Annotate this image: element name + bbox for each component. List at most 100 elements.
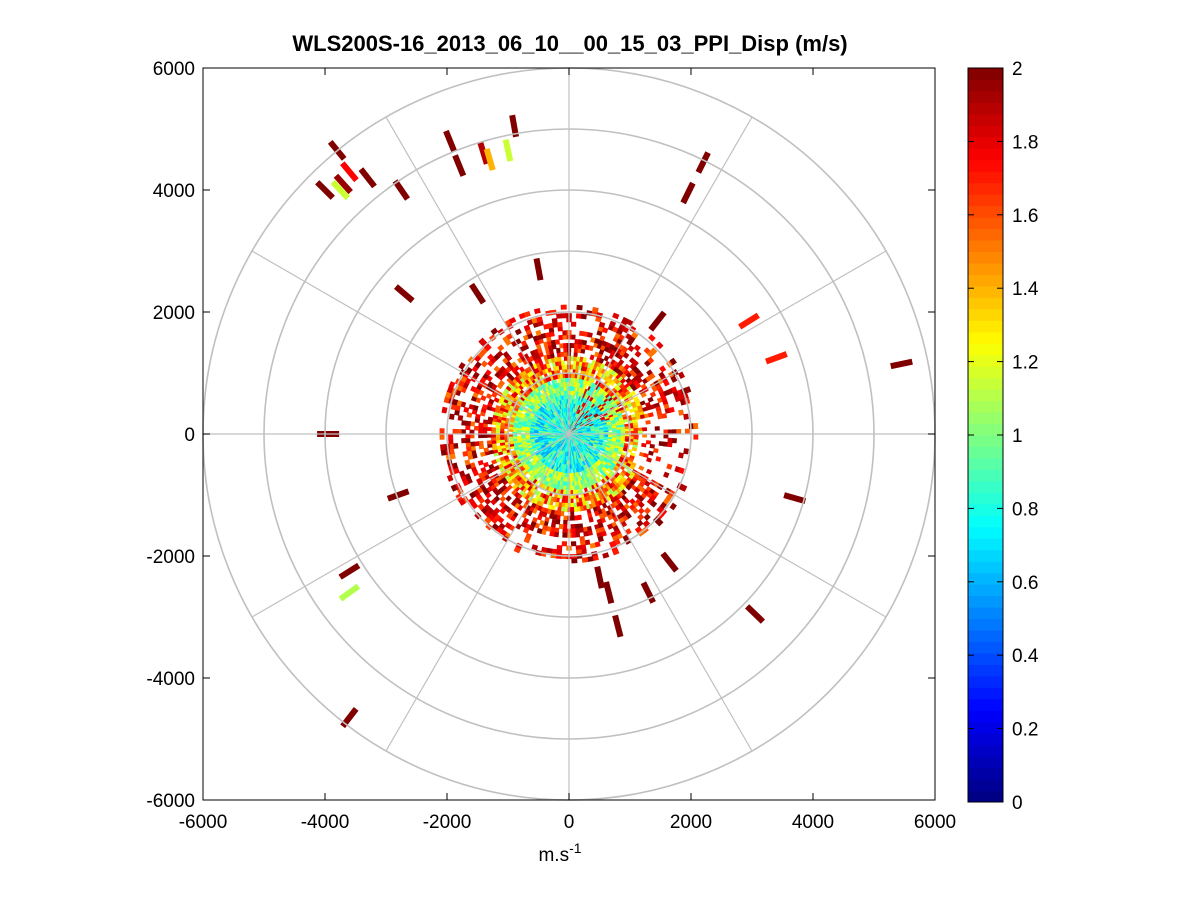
near-field-gate bbox=[531, 317, 539, 324]
near-field-gate bbox=[583, 383, 588, 390]
near-field-gate bbox=[535, 410, 541, 416]
near-field-gate bbox=[594, 541, 601, 548]
near-field-gate bbox=[544, 485, 550, 492]
near-field-gate bbox=[607, 465, 614, 472]
near-field-gate bbox=[617, 412, 623, 418]
near-field-gate bbox=[615, 454, 621, 460]
near-field-gate bbox=[537, 455, 543, 461]
near-field-gate bbox=[555, 471, 559, 477]
near-field-gate bbox=[638, 481, 645, 488]
near-field-gate bbox=[572, 394, 576, 400]
near-field-gate bbox=[610, 408, 617, 414]
near-field-gate bbox=[599, 363, 606, 370]
near-field-gate bbox=[596, 402, 602, 408]
colorbar-tick-label: 0.2 bbox=[1012, 720, 1038, 741]
near-field-gate bbox=[558, 467, 562, 473]
near-field-gate bbox=[582, 469, 587, 476]
colorbar-swatch bbox=[968, 561, 1003, 574]
near-field-gate bbox=[587, 530, 593, 536]
near-field-gate bbox=[579, 330, 585, 337]
near-field-gate bbox=[577, 471, 582, 477]
near-field-gate bbox=[588, 461, 594, 467]
near-field-gate bbox=[580, 313, 587, 320]
colorbar-tick-label: 2 bbox=[1012, 59, 1023, 80]
near-field-gate bbox=[519, 414, 525, 419]
near-field-gate bbox=[533, 307, 541, 315]
near-field-gate bbox=[603, 437, 609, 441]
near-field-gate bbox=[647, 356, 655, 365]
near-field-gate bbox=[533, 406, 539, 412]
near-field-gate bbox=[523, 536, 531, 544]
near-field-gate bbox=[582, 397, 587, 403]
near-field-gate bbox=[478, 440, 484, 446]
near-field-gate bbox=[586, 508, 592, 515]
near-field-gate bbox=[539, 399, 545, 406]
near-field-gate bbox=[557, 391, 561, 397]
near-field-gate bbox=[536, 454, 543, 459]
near-field-gate bbox=[598, 457, 604, 463]
near-field-gate bbox=[589, 448, 595, 454]
near-field-gate bbox=[517, 454, 523, 460]
near-field-gate bbox=[498, 396, 506, 402]
near-field-gate bbox=[518, 416, 525, 421]
near-field-gate bbox=[454, 409, 460, 416]
near-field-gate bbox=[490, 436, 497, 441]
near-field-gate bbox=[558, 334, 564, 341]
near-field-gate bbox=[553, 470, 558, 476]
near-field-gate bbox=[663, 403, 670, 410]
near-field-gate bbox=[494, 489, 501, 497]
near-field-gate bbox=[525, 410, 532, 416]
near-field-gate bbox=[678, 452, 684, 459]
near-field-gate bbox=[634, 526, 643, 534]
near-field-gate bbox=[586, 411, 592, 417]
near-field-gate bbox=[448, 443, 454, 450]
near-field-gate bbox=[634, 368, 642, 376]
near-field-gate bbox=[586, 556, 594, 562]
near-field-gate bbox=[608, 449, 614, 454]
near-field-gate bbox=[551, 548, 558, 555]
near-field-gate bbox=[589, 354, 595, 361]
near-field-gate bbox=[625, 484, 632, 491]
near-field-gate bbox=[466, 450, 473, 456]
near-field-gate bbox=[624, 390, 631, 397]
near-field-gate bbox=[625, 377, 632, 384]
near-field-gate bbox=[540, 410, 547, 416]
colorbar-swatch bbox=[968, 136, 1003, 149]
near-field-gate bbox=[563, 507, 568, 513]
colorbar-swatch bbox=[968, 400, 1003, 413]
near-field-gate bbox=[523, 447, 529, 452]
near-field-gate bbox=[474, 441, 480, 447]
near-field-gate bbox=[486, 433, 492, 438]
near-field-gate bbox=[585, 409, 591, 415]
near-field-gate bbox=[465, 446, 472, 452]
near-field-gate bbox=[644, 413, 650, 419]
near-field-gate bbox=[578, 523, 584, 529]
near-field-gate bbox=[594, 401, 600, 407]
near-field-gate bbox=[637, 427, 643, 432]
near-field-gate bbox=[656, 505, 664, 514]
near-field-gate bbox=[637, 507, 645, 515]
x-tick-label: 6000 bbox=[914, 812, 956, 833]
near-field-gate bbox=[580, 475, 585, 481]
near-field-gate bbox=[591, 404, 597, 410]
near-field-gate bbox=[586, 525, 593, 532]
colorbar-swatch bbox=[968, 457, 1003, 470]
near-field-gate bbox=[545, 456, 550, 462]
near-field-gate bbox=[534, 411, 541, 417]
colorbar-swatch bbox=[968, 343, 1003, 356]
near-field-gate bbox=[580, 396, 585, 403]
near-field-gate bbox=[585, 389, 590, 395]
near-field-gate bbox=[536, 396, 542, 403]
near-field-gate bbox=[534, 457, 540, 463]
near-field-gate bbox=[588, 395, 593, 402]
near-field-gate bbox=[631, 365, 639, 373]
near-field-gate bbox=[604, 415, 610, 420]
near-field-gate bbox=[546, 385, 551, 392]
near-field-gate bbox=[655, 518, 664, 527]
near-field-gate bbox=[624, 438, 630, 442]
near-field-gate bbox=[637, 495, 645, 503]
near-field-gate bbox=[490, 327, 499, 336]
colorbar-swatch bbox=[968, 515, 1003, 528]
near-field-gate bbox=[575, 498, 580, 504]
near-field-gate bbox=[602, 497, 609, 504]
